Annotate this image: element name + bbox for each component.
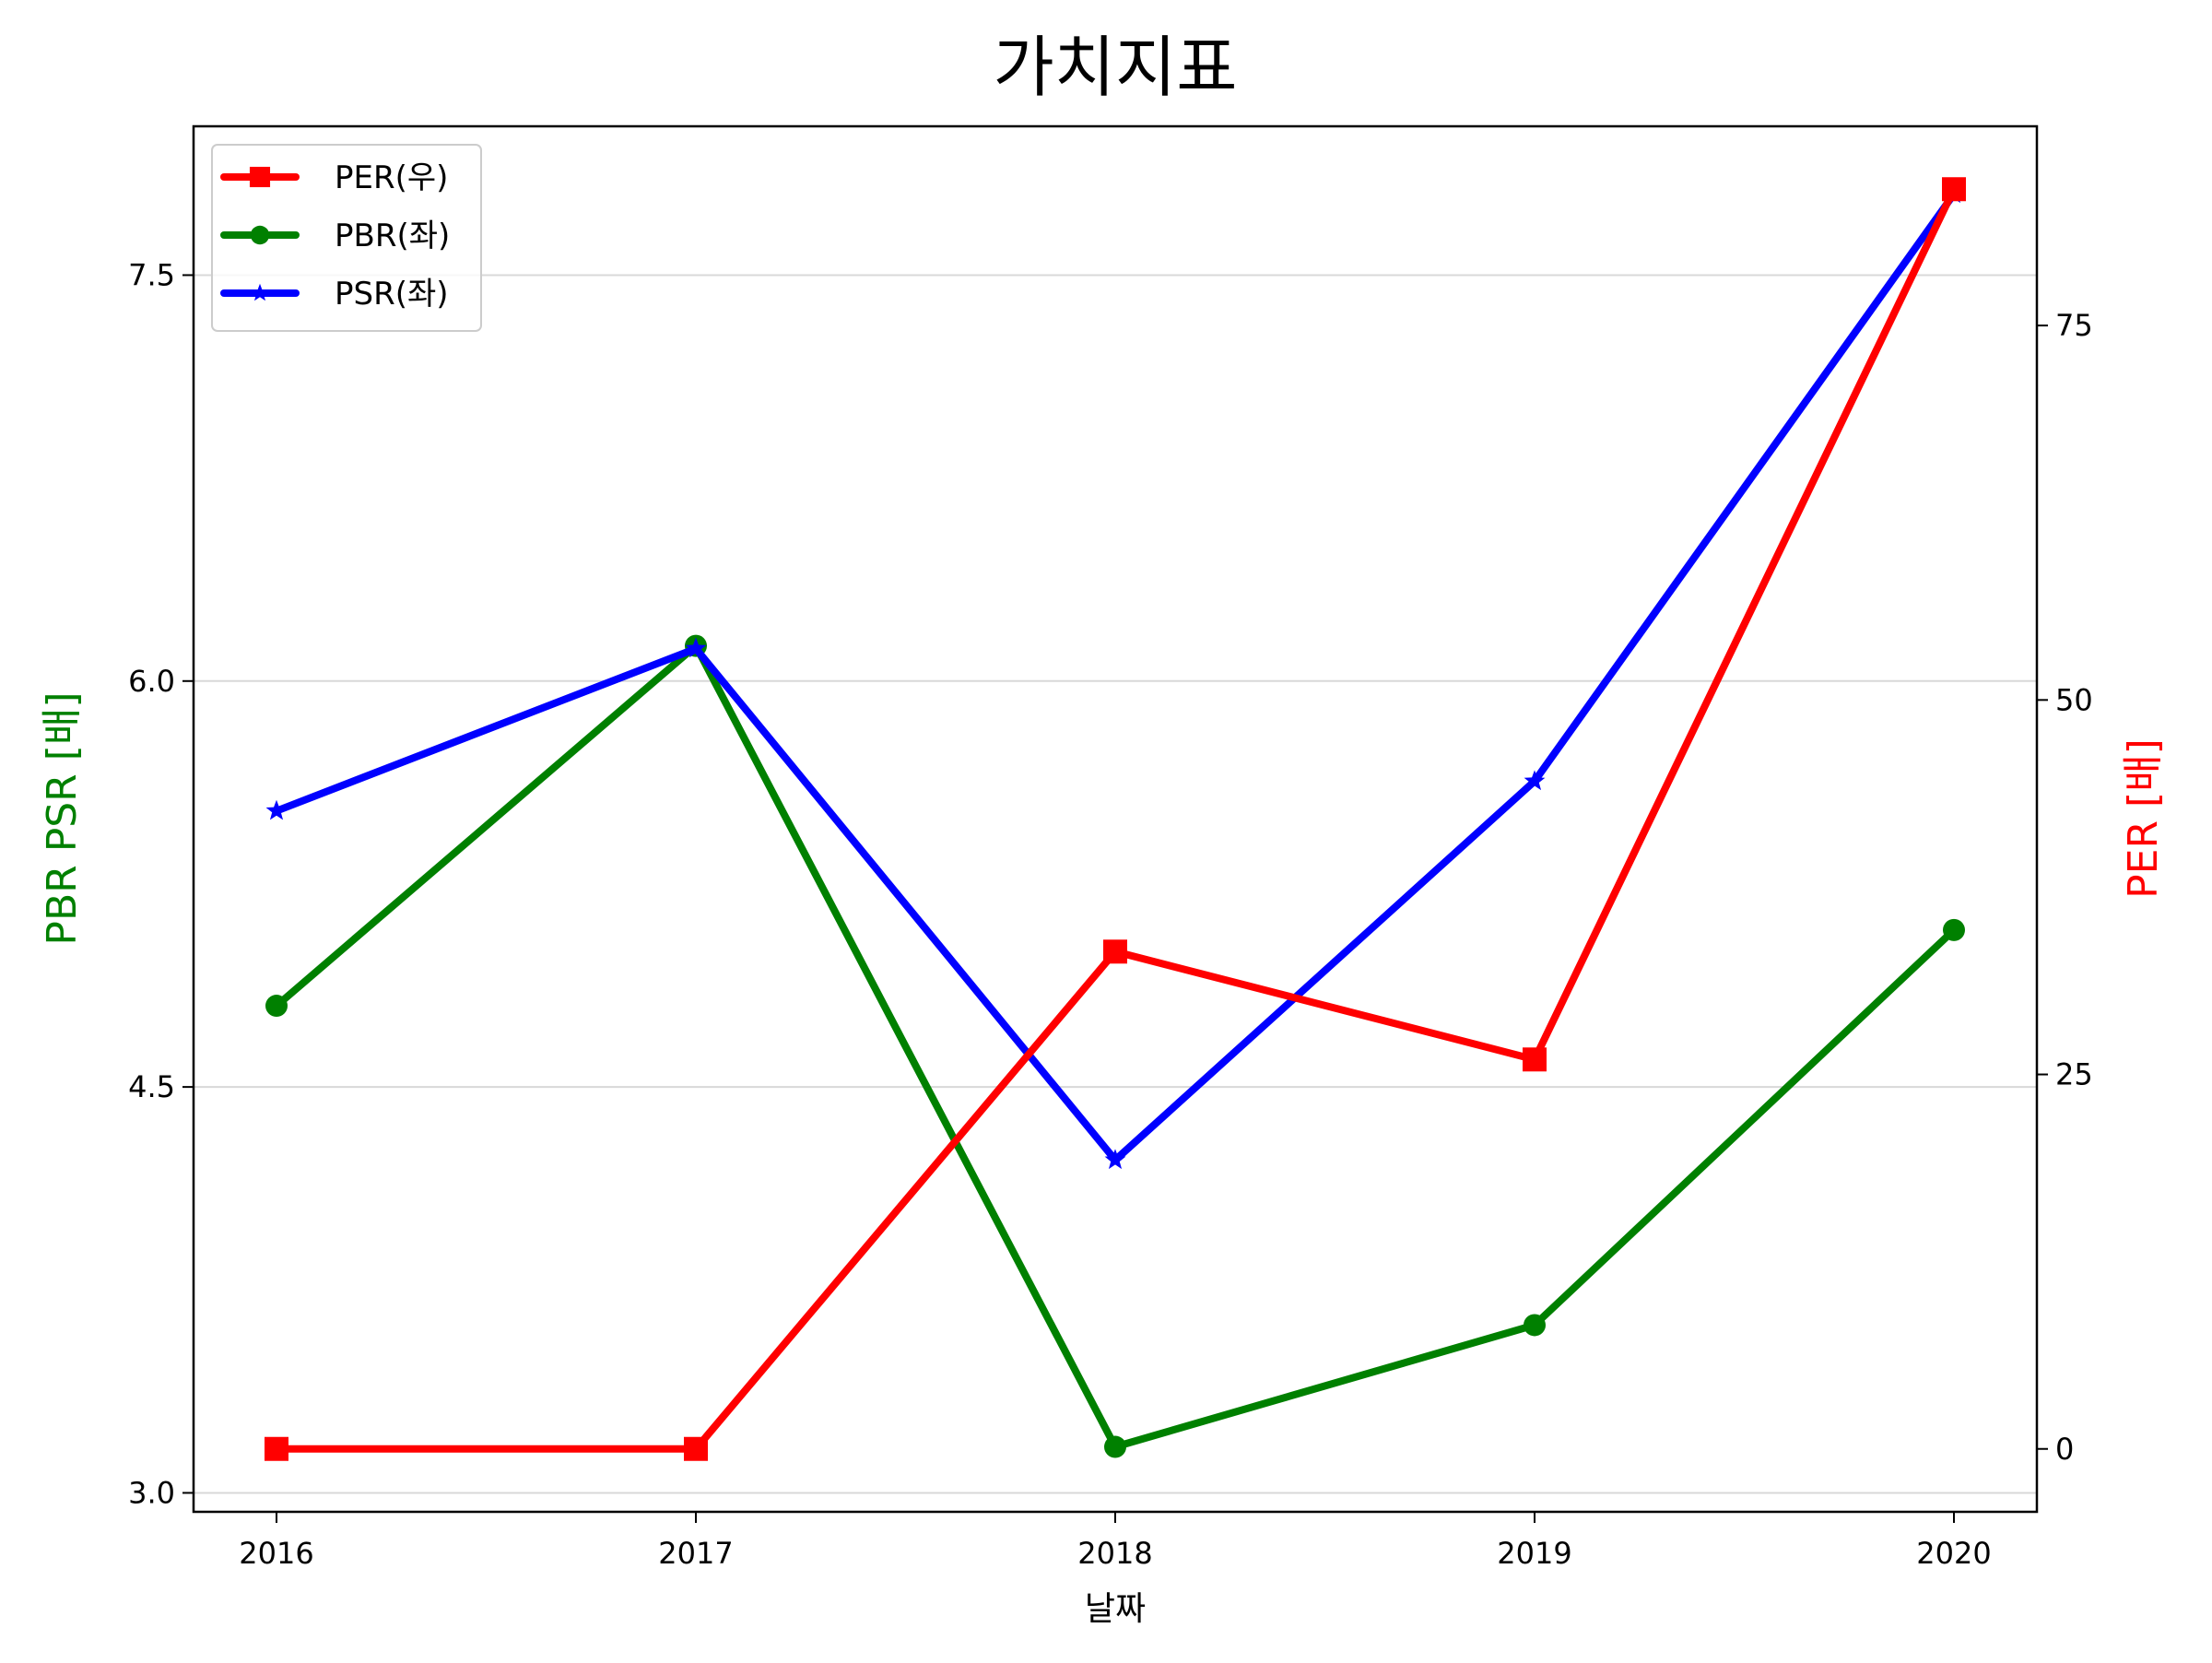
y-left-tick-label-3: 7.5 (128, 257, 175, 292)
legend-marker-psr (251, 283, 269, 301)
legend-label-pbr: PBR(좌) (335, 218, 450, 254)
y-left-tick-label-0: 3.0 (128, 1475, 175, 1510)
legend-box (211, 144, 482, 332)
legend-marker-per (249, 166, 271, 188)
point-pbr-2020 (1943, 918, 1965, 941)
legend-label-per: PER(우) (335, 159, 448, 196)
series-layer (265, 177, 1966, 1461)
point-psr-2019 (1524, 770, 1546, 791)
series-per (265, 177, 1966, 1461)
point-per-2017 (684, 1436, 708, 1461)
x-tick-label-1: 2017 (658, 1536, 733, 1571)
legend-items: PER(우) PBR(좌) PSR(좌) (220, 159, 450, 313)
x-tick-label-4: 2020 (1916, 1536, 1991, 1571)
y-right-tick-label-1: 25 (2055, 1057, 2093, 1092)
point-psr-2016 (265, 799, 288, 820)
x-tick-label-0: 2016 (239, 1536, 313, 1571)
chart-title: 가치지표 (994, 29, 1238, 106)
point-per-2020 (1942, 177, 1966, 202)
point-per-2016 (265, 1436, 288, 1461)
y-right-tick-label-0: 0 (2055, 1432, 2074, 1467)
legend-item-per: PER(우) (220, 159, 448, 196)
y-right-tick-label-2: 50 (2055, 682, 2093, 717)
point-per-2019 (1523, 1047, 1547, 1072)
legend-item-pbr: PBR(좌) (220, 218, 450, 254)
point-pbr-2018 (1104, 1435, 1126, 1458)
y-left-tick-label-2: 6.0 (128, 664, 175, 699)
y-right-axis-label: PER [배] (2120, 738, 2167, 899)
point-pbr-2016 (265, 995, 288, 1018)
legend-item-psr: PSR(좌) (220, 276, 449, 313)
legend: PER(우) PBR(좌) PSR(좌) (211, 144, 482, 332)
point-pbr-2019 (1524, 1314, 1546, 1337)
legend-marker-pbr (250, 225, 270, 245)
axis-layer: 3.0 4.5 6.0 7.5 0 25 50 75 2016 2017 2018 2019 2020 (128, 257, 2093, 1571)
x-tick-label-2: 2018 (1077, 1536, 1152, 1571)
legend-label-psr: PSR(좌) (335, 276, 449, 313)
x-axis-label: 날짜 (1085, 1590, 1146, 1628)
grid-layer (194, 274, 2037, 1494)
point-psr-2018 (1104, 1149, 1126, 1170)
y-left-axis-label: PBR PSR [배] (39, 691, 86, 945)
x-tick-label-3: 2019 (1497, 1536, 1571, 1571)
y-left-tick-label-1: 4.5 (128, 1069, 175, 1104)
y-right-tick-label-3: 75 (2055, 308, 2093, 343)
point-psr-2017 (685, 637, 707, 658)
point-per-2018 (1103, 939, 1127, 964)
